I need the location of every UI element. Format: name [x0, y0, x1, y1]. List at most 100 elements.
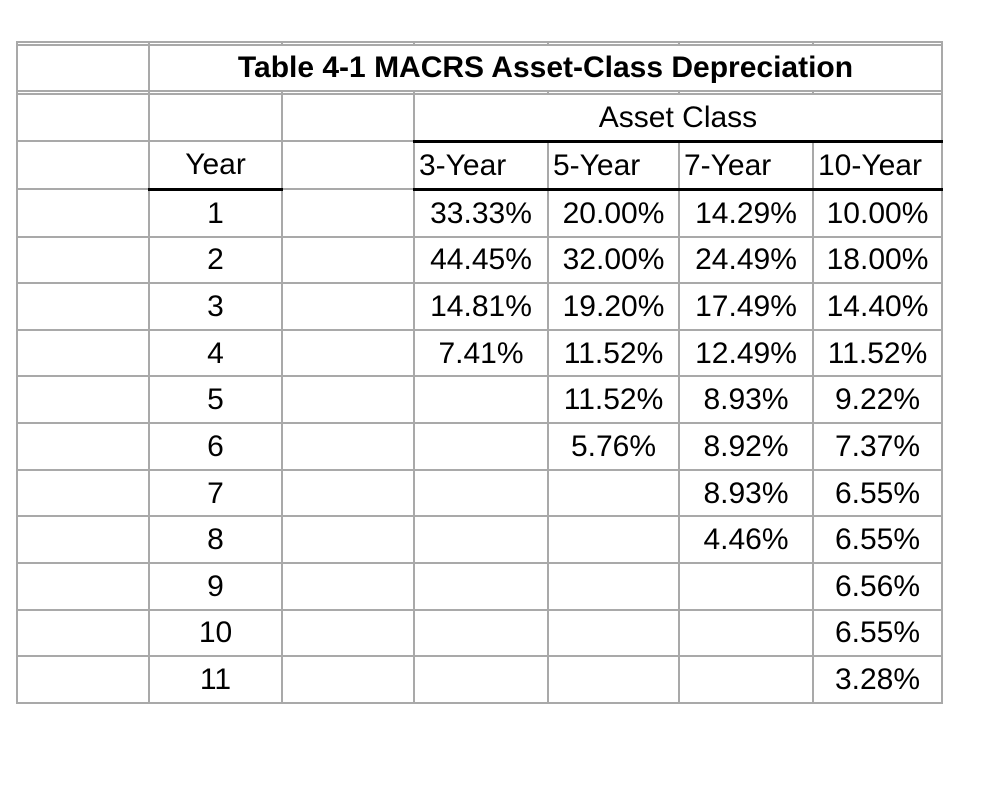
- empty-cell[interactable]: [281, 562, 415, 611]
- year-cell[interactable]: 5: [148, 375, 283, 425]
- value-cell-3-year[interactable]: 14.81%: [413, 282, 549, 331]
- empty-cell[interactable]: [281, 515, 415, 564]
- empty-cell[interactable]: [16, 92, 150, 143]
- value-cell-3-year[interactable]: [413, 608, 549, 658]
- value-cell-7-year[interactable]: 14.29%: [678, 188, 814, 238]
- column-header-3-year: 3-Year: [413, 140, 549, 191]
- value-cell-3-year[interactable]: 33.33%: [413, 188, 549, 238]
- table-title: Table 4-1 MACRS Asset-Class Depreciation: [148, 43, 943, 93]
- value-cell-7-year[interactable]: 12.49%: [678, 328, 814, 378]
- value-cell-3-year[interactable]: [413, 515, 549, 564]
- value-cell-10-year[interactable]: 11.52%: [812, 328, 943, 378]
- empty-cell[interactable]: [16, 468, 150, 518]
- value-cell-10-year[interactable]: 10.00%: [812, 188, 943, 238]
- empty-cell[interactable]: [281, 608, 415, 658]
- column-header-row: Year 3-Year 5-Year 7-Year 10-Year: [16, 140, 943, 191]
- empty-cell[interactable]: [281, 328, 415, 378]
- empty-cell[interactable]: [16, 515, 150, 564]
- value-cell-7-year[interactable]: 8.93%: [678, 468, 814, 518]
- value-cell-7-year[interactable]: 8.92%: [678, 422, 814, 471]
- value-cell-3-year[interactable]: 7.41%: [413, 328, 549, 378]
- table-row: 11 3.28%: [16, 655, 943, 704]
- value-cell-5-year[interactable]: 19.20%: [547, 282, 680, 331]
- table-row: 3 14.81% 19.20% 17.49% 14.40%: [16, 282, 943, 331]
- value-cell-7-year[interactable]: 8.93%: [678, 375, 814, 425]
- empty-cell[interactable]: [16, 328, 150, 378]
- depreciation-table: Table 4-1 MACRS Asset-Class Depreciation…: [16, 41, 943, 704]
- value-cell-10-year[interactable]: 6.55%: [812, 515, 943, 564]
- empty-cell[interactable]: [281, 375, 415, 425]
- year-column-header: Year: [148, 140, 283, 191]
- value-cell-7-year[interactable]: [678, 655, 814, 704]
- value-cell-3-year[interactable]: [413, 562, 549, 611]
- value-cell-3-year[interactable]: [413, 375, 549, 425]
- table-row: 7 8.93% 6.55%: [16, 468, 943, 518]
- value-cell-5-year[interactable]: [547, 515, 680, 564]
- column-header-7-year: 7-Year: [678, 140, 814, 191]
- value-cell-3-year[interactable]: [413, 422, 549, 471]
- value-cell-7-year[interactable]: 17.49%: [678, 282, 814, 331]
- empty-cell[interactable]: [16, 140, 150, 191]
- table-row: 8 4.46% 6.55%: [16, 515, 943, 564]
- table-row: 4 7.41% 11.52% 12.49% 11.52%: [16, 328, 943, 378]
- value-cell-5-year[interactable]: [547, 655, 680, 704]
- value-cell-10-year[interactable]: 6.56%: [812, 562, 943, 611]
- year-cell[interactable]: 8: [148, 515, 283, 564]
- empty-cell[interactable]: [281, 282, 415, 331]
- value-cell-3-year[interactable]: [413, 655, 549, 704]
- table-row: 5 11.52% 8.93% 9.22%: [16, 375, 943, 425]
- value-cell-7-year[interactable]: [678, 608, 814, 658]
- value-cell-5-year[interactable]: 11.52%: [547, 375, 680, 425]
- year-cell[interactable]: 7: [148, 468, 283, 518]
- value-cell-5-year[interactable]: [547, 608, 680, 658]
- empty-cell[interactable]: [281, 92, 415, 143]
- empty-cell[interactable]: [16, 375, 150, 425]
- empty-cell[interactable]: [281, 188, 415, 238]
- column-header-5-year: 5-Year: [547, 140, 680, 191]
- year-cell[interactable]: 10: [148, 608, 283, 658]
- year-cell[interactable]: 11: [148, 655, 283, 704]
- empty-cell[interactable]: [16, 608, 150, 658]
- empty-cell[interactable]: [16, 422, 150, 471]
- value-cell-10-year[interactable]: 3.28%: [812, 655, 943, 704]
- empty-cell[interactable]: [281, 422, 415, 471]
- value-cell-5-year[interactable]: [547, 562, 680, 611]
- value-cell-3-year[interactable]: 44.45%: [413, 235, 549, 285]
- value-cell-5-year[interactable]: [547, 468, 680, 518]
- empty-cell[interactable]: [16, 43, 150, 93]
- table-row: 2 44.45% 32.00% 24.49% 18.00%: [16, 235, 943, 285]
- value-cell-3-year[interactable]: [413, 468, 549, 518]
- empty-cell[interactable]: [16, 282, 150, 331]
- value-cell-7-year[interactable]: 4.46%: [678, 515, 814, 564]
- year-cell[interactable]: 4: [148, 328, 283, 378]
- value-cell-5-year[interactable]: 32.00%: [547, 235, 680, 285]
- empty-cell[interactable]: [148, 92, 283, 143]
- table-row: 6 5.76% 8.92% 7.37%: [16, 422, 943, 471]
- empty-cell[interactable]: [281, 468, 415, 518]
- empty-cell[interactable]: [281, 235, 415, 285]
- value-cell-7-year[interactable]: 24.49%: [678, 235, 814, 285]
- value-cell-5-year[interactable]: 5.76%: [547, 422, 680, 471]
- empty-cell[interactable]: [16, 562, 150, 611]
- value-cell-5-year[interactable]: 11.52%: [547, 328, 680, 378]
- asset-class-group-header: Asset Class: [413, 92, 943, 143]
- empty-cell[interactable]: [281, 140, 415, 191]
- year-cell[interactable]: 1: [148, 188, 283, 238]
- empty-cell[interactable]: [16, 235, 150, 285]
- value-cell-7-year[interactable]: [678, 562, 814, 611]
- year-cell[interactable]: 9: [148, 562, 283, 611]
- value-cell-10-year[interactable]: 7.37%: [812, 422, 943, 471]
- value-cell-10-year[interactable]: 6.55%: [812, 608, 943, 658]
- empty-cell[interactable]: [16, 655, 150, 704]
- value-cell-5-year[interactable]: 20.00%: [547, 188, 680, 238]
- empty-cell[interactable]: [281, 655, 415, 704]
- value-cell-10-year[interactable]: 18.00%: [812, 235, 943, 285]
- value-cell-10-year[interactable]: 14.40%: [812, 282, 943, 331]
- year-cell[interactable]: 2: [148, 235, 283, 285]
- year-cell[interactable]: 6: [148, 422, 283, 471]
- value-cell-10-year[interactable]: 6.55%: [812, 468, 943, 518]
- year-cell[interactable]: 3: [148, 282, 283, 331]
- empty-cell[interactable]: [16, 188, 150, 238]
- value-cell-10-year[interactable]: 9.22%: [812, 375, 943, 425]
